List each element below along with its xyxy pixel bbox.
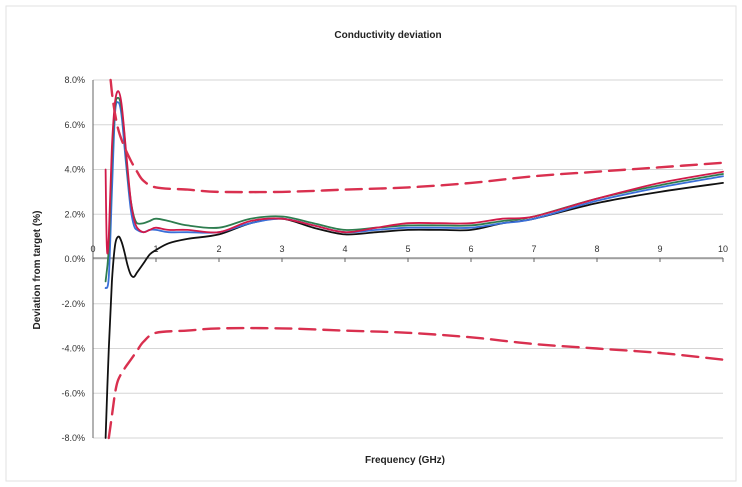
y-tick-label: 6.0% bbox=[64, 120, 85, 130]
limit-line-limit-5 bbox=[107, 326, 725, 440]
x-tick-label: 3 bbox=[279, 244, 284, 254]
y-tick-label: -2.0% bbox=[61, 299, 85, 309]
x-tick-label: 6 bbox=[468, 244, 473, 254]
y-tick-label: 0.0% bbox=[64, 254, 85, 264]
series-line-blue-1 bbox=[104, 101, 724, 289]
x-tick-label: 9 bbox=[657, 244, 662, 254]
y-tick-labels: 8.0% 6.0% 4.0% 2.0% 0.0% -2.0% -4.0% -6.0% -8.0% bbox=[61, 75, 85, 443]
y-tick-label: -8.0% bbox=[61, 433, 85, 443]
series-line-red-3 bbox=[104, 90, 724, 255]
limit-line-limit-4 bbox=[109, 78, 725, 194]
x-tick-label: 0 bbox=[90, 244, 95, 254]
y-axis-label: Deviation from target (%) bbox=[32, 211, 43, 330]
y-tick-label: 4.0% bbox=[64, 165, 85, 175]
x-axis-label: Frequency (GHz) bbox=[365, 455, 445, 466]
y-tick-label: -4.0% bbox=[61, 344, 85, 354]
x-tick-label: 2 bbox=[216, 244, 221, 254]
y-tick-label: 2.0% bbox=[64, 209, 85, 219]
x-tick-label: 4 bbox=[342, 244, 347, 254]
series-line-black-0 bbox=[104, 182, 724, 439]
x-tick-label: 8 bbox=[594, 244, 599, 254]
x-tick-label: 10 bbox=[718, 244, 728, 254]
axes bbox=[92, 80, 724, 438]
y-tick-label: 8.0% bbox=[64, 75, 85, 85]
series-lines bbox=[104, 78, 725, 440]
x-tick-label: 7 bbox=[531, 244, 536, 254]
x-tick-label: 5 bbox=[405, 244, 410, 254]
chart-border bbox=[5, 5, 737, 482]
chart-title: Conductivity deviation bbox=[334, 30, 441, 41]
y-tick-label: -6.0% bbox=[61, 388, 85, 398]
